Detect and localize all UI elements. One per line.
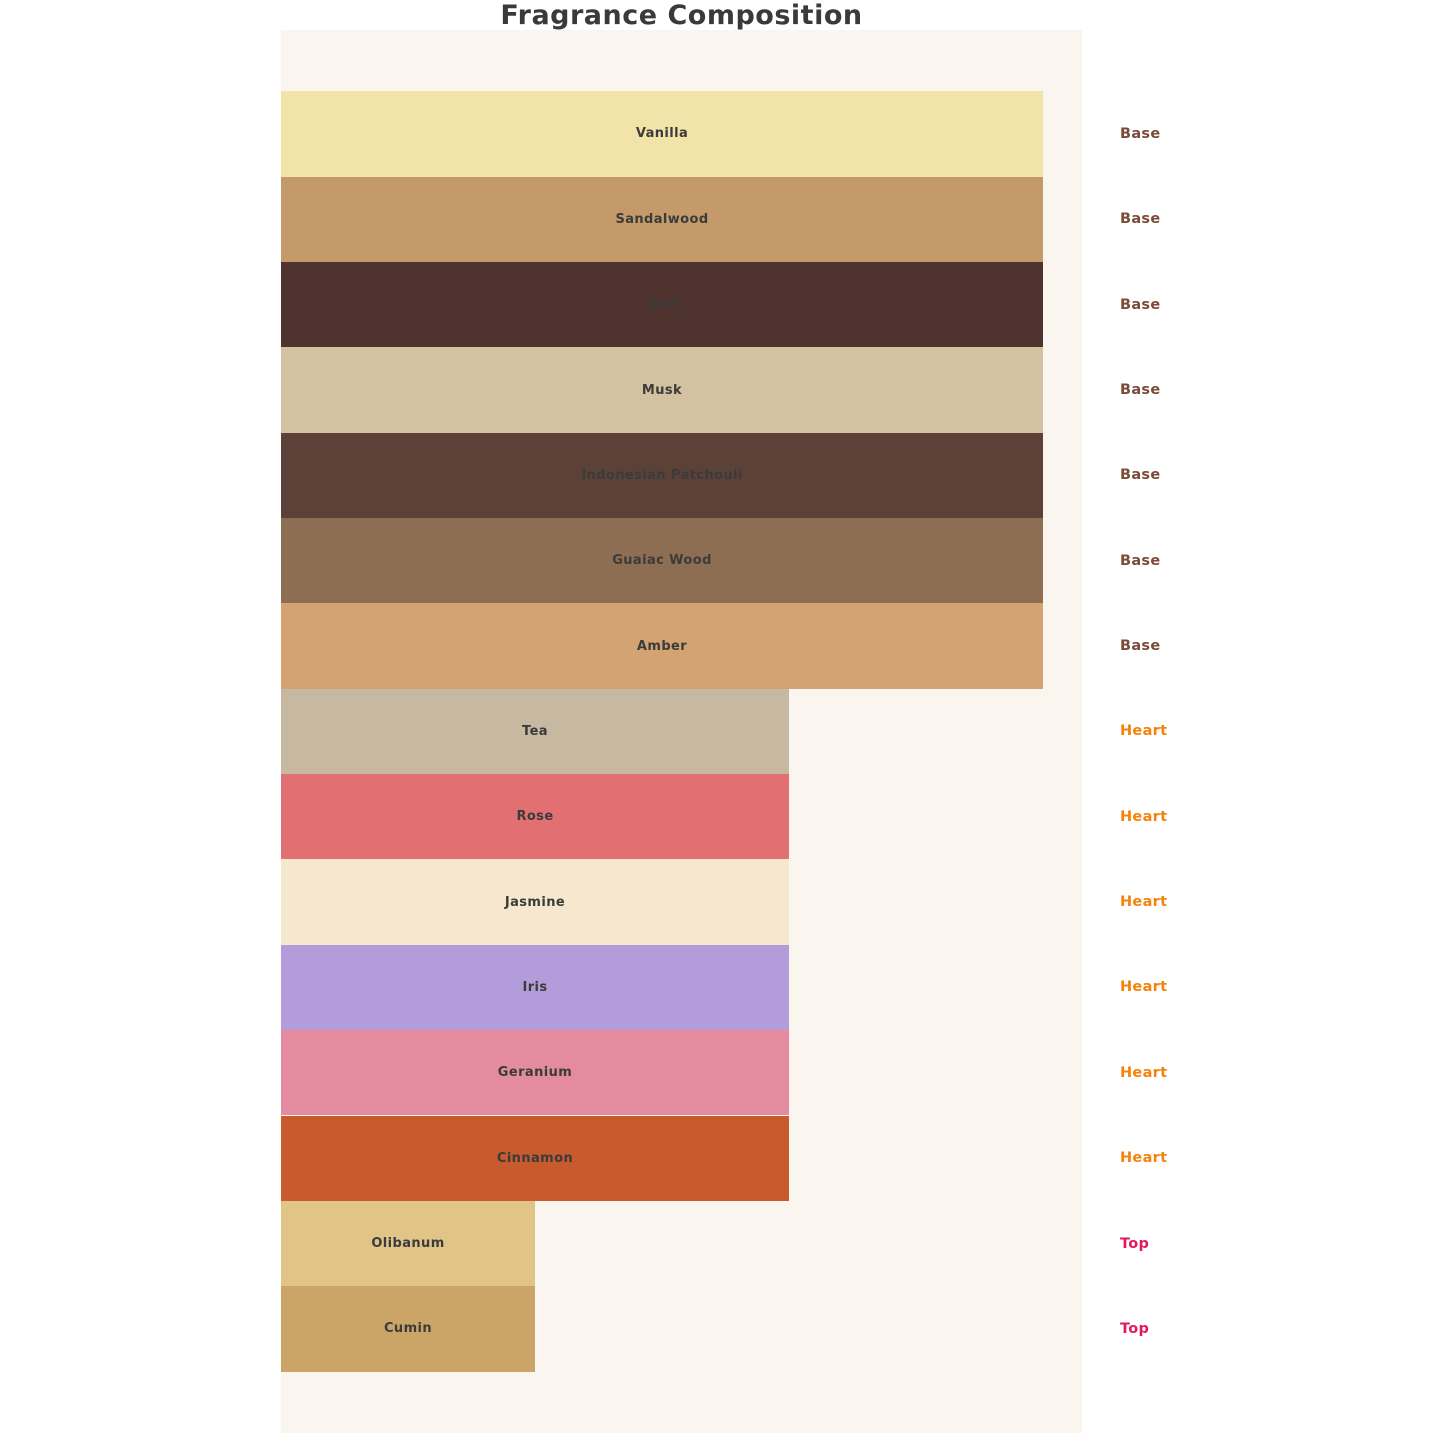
chart-title: Fragrance Composition [500,0,863,31]
group-label-base-row-0: Base [1120,125,1161,142]
group-label-base-row-4: Base [1120,467,1161,484]
group-label-heart-row-7: Heart [1120,723,1168,740]
bar-label-iris: Iris [522,979,548,995]
bar-label-sandalwood: Sandalwood [615,211,709,227]
bar-iris: Iris [281,944,789,1031]
bar-label-amber: Amber [636,638,688,654]
group-label-base-row-1: Base [1120,211,1161,228]
bar-guaiac-wood: Guaiac Wood [281,518,1043,604]
bar-geranium: Geranium [281,1030,789,1116]
group-label-heart-row-10: Heart [1120,979,1168,996]
bar-musk: Musk [281,347,1043,433]
group-label-heart-row-12: Heart [1120,1150,1168,1167]
bar-cinnamon: Cinnamon [281,1115,789,1201]
bar-label-oud: Oud [646,297,678,313]
group-label-top-row-14: Top [1120,1320,1150,1337]
group-label-heart-row-11: Heart [1120,1064,1168,1081]
bar-label-cumin: Cumin [383,1321,433,1337]
bar-label-jasmine: Jasmine [504,894,566,910]
bar-rose: Rose [281,774,789,860]
bar-label-guaiac-wood: Guaiac Wood [612,553,712,569]
group-label-heart-row-9: Heart [1120,894,1168,911]
group-label-base-row-6: Base [1120,638,1161,655]
group-label-base-row-2: Base [1120,296,1161,313]
bar-vanilla: Vanilla [281,91,1043,177]
bar-sandalwood: Sandalwood [281,176,1043,262]
bar-amber: Amber [281,603,1043,689]
bar-label-rose: Rose [516,809,554,825]
group-label-top-row-13: Top [1120,1235,1150,1252]
bar-label-olibanum: Olibanum [371,1236,445,1252]
bar-label-cinnamon: Cinnamon [496,1150,574,1166]
bar-tea: Tea [281,688,789,775]
bar-jasmine: Jasmine [281,859,789,945]
bar-label-geranium: Geranium [497,1065,573,1081]
group-label-base-row-3: Base [1120,382,1161,399]
bar-label-vanilla: Vanilla [635,126,689,142]
bar-indonesian-patchouli: Indonesian Patchouli [281,432,1043,519]
bar-label-tea: Tea [522,723,548,739]
bar-cumin: Cumin [281,1286,535,1372]
bar-oud: Oud [281,262,1043,348]
group-label-base-row-5: Base [1120,552,1161,569]
bar-olibanum: Olibanum [281,1200,535,1287]
bar-label-indonesian-patchouli: Indonesian Patchouli [581,467,743,483]
group-label-heart-row-8: Heart [1120,808,1168,825]
bar-label-musk: Musk [641,382,683,398]
